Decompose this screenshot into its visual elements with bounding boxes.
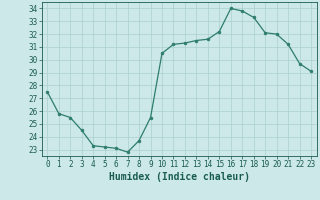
X-axis label: Humidex (Indice chaleur): Humidex (Indice chaleur) [109,172,250,182]
